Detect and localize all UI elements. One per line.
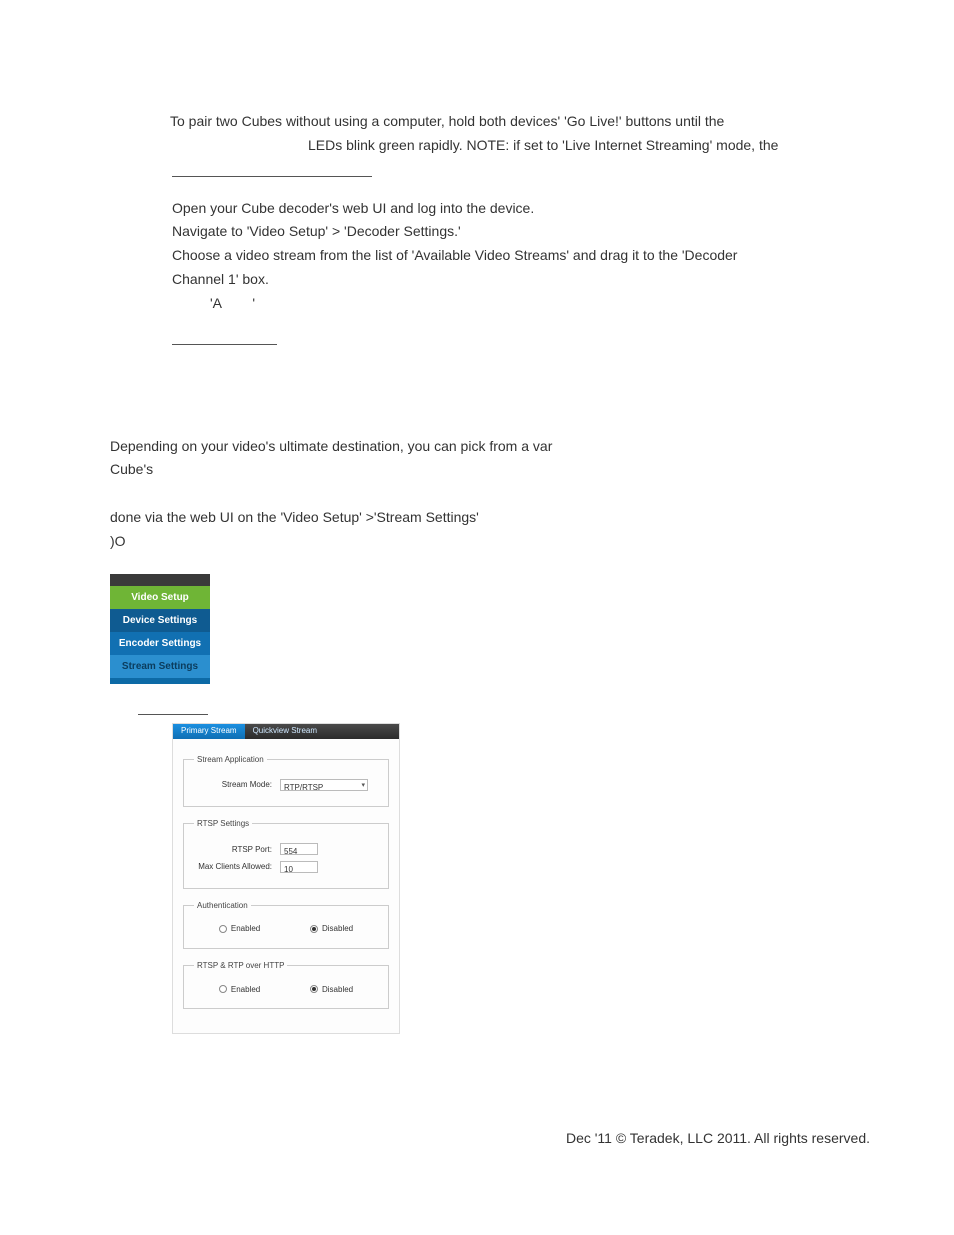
video-setup-menu: Video Setup Device Settings Encoder Sett… bbox=[110, 574, 210, 684]
intro-line-1: To pair two Cubes without using a comput… bbox=[110, 110, 874, 134]
select-stream-mode[interactable]: RTP/RTSP bbox=[280, 779, 368, 791]
panel-tabs: Primary Stream Quickview Stream bbox=[173, 724, 399, 739]
menu-item-stream-settings[interactable]: Stream Settings bbox=[110, 655, 210, 678]
label-stream-mode: Stream Mode: bbox=[194, 778, 280, 792]
step-3b: Channel 1' box. bbox=[172, 268, 874, 292]
radio-auth-disabled[interactable] bbox=[310, 925, 318, 933]
panel-divider bbox=[138, 714, 208, 715]
label-rtsp-port: RTSP Port: bbox=[194, 843, 280, 857]
label-auth-enabled: Enabled bbox=[231, 922, 260, 936]
section-divider-1 bbox=[172, 176, 372, 177]
section-divider-2 bbox=[172, 344, 277, 345]
step-3a: Choose a video stream from the list of '… bbox=[172, 244, 874, 268]
radio-http-disabled[interactable] bbox=[310, 985, 318, 993]
body-p2: Cube's bbox=[110, 458, 874, 482]
tab-quickview-stream[interactable]: Quickview Stream bbox=[245, 724, 325, 739]
menu-item-encoder-settings[interactable]: Encoder Settings bbox=[110, 632, 210, 655]
label-http-enabled: Enabled bbox=[231, 983, 260, 997]
input-max-clients[interactable]: 10 bbox=[280, 861, 318, 873]
step-1: Open your Cube decoder's web UI and log … bbox=[172, 197, 874, 221]
menu-item-device-settings[interactable]: Device Settings bbox=[110, 609, 210, 632]
menu-item-video-setup[interactable]: Video Setup bbox=[110, 586, 210, 609]
fieldset-rtsp-http: RTSP & RTP over HTTP Enabled Disabled bbox=[183, 959, 389, 1009]
legend-stream-application: Stream Application bbox=[194, 753, 267, 767]
body-p1: Depending on your video's ultimate desti… bbox=[110, 435, 874, 459]
menu-marker-icon: )O bbox=[110, 533, 126, 549]
stream-settings-panel: Primary Stream Quickview Stream Stream A… bbox=[172, 723, 400, 1034]
label-http-disabled: Disabled bbox=[322, 983, 353, 997]
step-2: Navigate to 'Video Setup' > 'Decoder Set… bbox=[172, 220, 874, 244]
radio-http-enabled[interactable] bbox=[219, 985, 227, 993]
intro-line-2: LEDs blink green rapidly. NOTE: if set t… bbox=[110, 134, 874, 158]
fieldset-rtsp-settings: RTSP Settings RTSP Port: 554 Max Clients… bbox=[183, 817, 389, 889]
legend-authentication: Authentication bbox=[194, 899, 251, 913]
step-4: 'A ' bbox=[172, 292, 874, 316]
menu-bottom-band bbox=[110, 678, 210, 684]
footer-copyright: Dec '11 © Teradek, LLC 2011. All rights … bbox=[566, 1127, 870, 1151]
menu-top-band bbox=[110, 574, 210, 586]
legend-rtsp-http: RTSP & RTP over HTTP bbox=[194, 959, 287, 973]
tab-primary-stream[interactable]: Primary Stream bbox=[173, 724, 245, 739]
legend-rtsp-settings: RTSP Settings bbox=[194, 817, 252, 831]
label-max-clients: Max Clients Allowed: bbox=[194, 860, 280, 874]
body-p3: done via the web UI on the 'Video Setup'… bbox=[110, 506, 874, 530]
input-rtsp-port[interactable]: 554 bbox=[280, 843, 318, 855]
fieldset-authentication: Authentication Enabled Disabled bbox=[183, 899, 389, 949]
label-auth-disabled: Disabled bbox=[322, 922, 353, 936]
fieldset-stream-application: Stream Application Stream Mode: RTP/RTSP bbox=[183, 753, 389, 807]
radio-auth-enabled[interactable] bbox=[219, 925, 227, 933]
